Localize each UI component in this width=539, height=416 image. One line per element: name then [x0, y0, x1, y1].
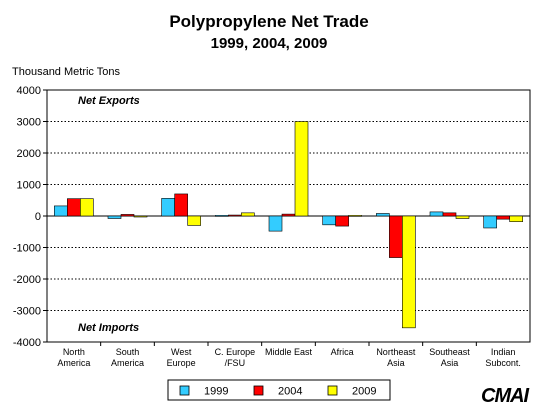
x-tick-label: Northeast [376, 347, 416, 357]
x-tick-label: South [116, 347, 140, 357]
bar-2009-1 [133, 215, 148, 218]
x-tick-label: North [63, 347, 85, 357]
bar-2009-5 [348, 215, 362, 217]
bar-2004-5 [335, 215, 349, 227]
x-tick-label: C. Europe [215, 347, 256, 357]
legend-swatch-1999 [179, 385, 190, 396]
x-tick-label: Africa [331, 347, 354, 357]
bar-1999-3 [215, 215, 229, 217]
bar-2004-1 [120, 214, 135, 217]
legend-swatch-2004 [253, 385, 264, 396]
bar-2009-2 [187, 215, 201, 226]
x-tick-label: West [171, 347, 192, 357]
y-axis-label: Thousand Metric Tons [12, 66, 121, 78]
y-tick-label: 1000 [17, 180, 41, 192]
x-tick-label: Asia [387, 358, 405, 368]
bar-2009-0 [80, 198, 94, 217]
bar-2009-7 [455, 215, 470, 219]
bar-1999-0 [54, 205, 68, 217]
y-tick-label: -2000 [13, 274, 41, 286]
chart-subtitle: 1999, 2004, 2009 [211, 35, 328, 52]
bar-1999-5 [322, 215, 336, 226]
bar-1999-1 [107, 215, 122, 219]
bar-1999-6 [376, 213, 390, 217]
legend-swatch-2009 [327, 385, 338, 396]
x-tick-label: America [111, 358, 144, 368]
y-tick-label: 4000 [17, 85, 41, 97]
bar-2009-3 [241, 212, 255, 217]
x-tick-label: /FSU [225, 358, 246, 368]
bar-2004-7 [442, 212, 457, 217]
bar-2004-3 [228, 214, 242, 217]
x-tick-label: Indian [491, 347, 516, 357]
bar-2004-6 [389, 215, 403, 258]
x-tick-label: Asia [441, 358, 459, 368]
bar-2004-0 [67, 198, 81, 217]
bar-2004-2 [174, 193, 188, 217]
x-tick-label: Middle East [265, 347, 313, 357]
y-tick-label: -1000 [13, 243, 41, 255]
cmai-logo: CMAI [481, 385, 531, 407]
x-tick-label: Subcont. [485, 358, 521, 368]
annotation-net-exports: Net Exports [78, 95, 140, 107]
y-tick-label: 2000 [17, 148, 41, 160]
bar-2004-8 [496, 215, 510, 220]
annotation-net-imports: Net Imports [78, 322, 139, 334]
y-tick-label: -3000 [13, 306, 41, 318]
y-tick-label: 3000 [17, 117, 41, 129]
logo-text: CMAI [481, 385, 530, 407]
bar-1999-4 [268, 215, 283, 232]
legend-label-2004: 2004 [278, 386, 302, 398]
plot-area: 4000 3000 2000 1000 0 -1000 -2000 -3000 -4000 Nor… [13, 85, 531, 368]
bar-1999-2 [161, 198, 175, 217]
chart-title: Polypropylene Net Trade [169, 12, 368, 31]
bar-2004-4 [281, 213, 296, 217]
y-tick-label: 0 [35, 211, 41, 223]
legend-label-2009: 2009 [352, 386, 376, 398]
bar-1999-7 [429, 211, 444, 217]
bar-2009-8 [509, 215, 523, 222]
x-tick-label: Southeast [429, 347, 470, 357]
x-tick-label: Europe [167, 358, 196, 368]
bar-1999-8 [483, 215, 497, 229]
bar-2009-6 [402, 215, 416, 329]
x-tick-label: America [57, 358, 90, 368]
legend-label-1999: 1999 [204, 386, 228, 398]
y-tick-label: -4000 [13, 337, 41, 349]
bar-2009-4 [294, 121, 309, 217]
legend: 1999 2004 2009 [167, 379, 391, 401]
